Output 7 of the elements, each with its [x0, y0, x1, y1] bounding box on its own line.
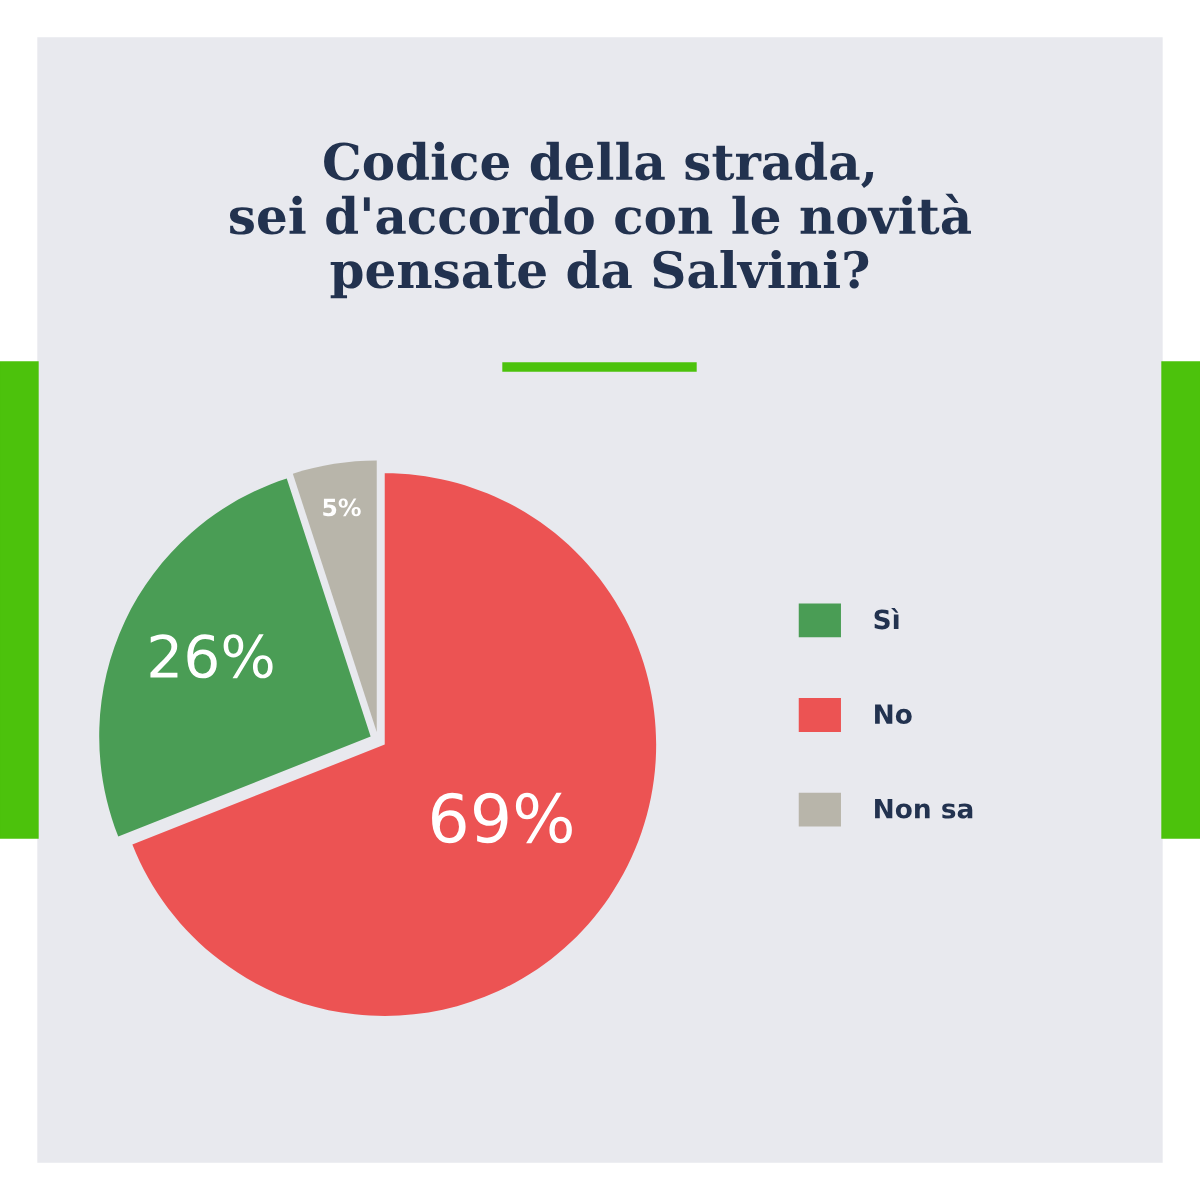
- chart-title: Codice della strada, sei d'accordo con le novità pensate da Salvini?: [229, 141, 972, 299]
- data-label: 69%: [432, 792, 572, 844]
- legend-label: Sì: [874, 607, 899, 630]
- data-label: 5%: [323, 498, 361, 517]
- legend-label: Non sa: [875, 799, 973, 819]
- data-label: 26%: [150, 634, 273, 679]
- legend-label: No: [875, 704, 912, 725]
